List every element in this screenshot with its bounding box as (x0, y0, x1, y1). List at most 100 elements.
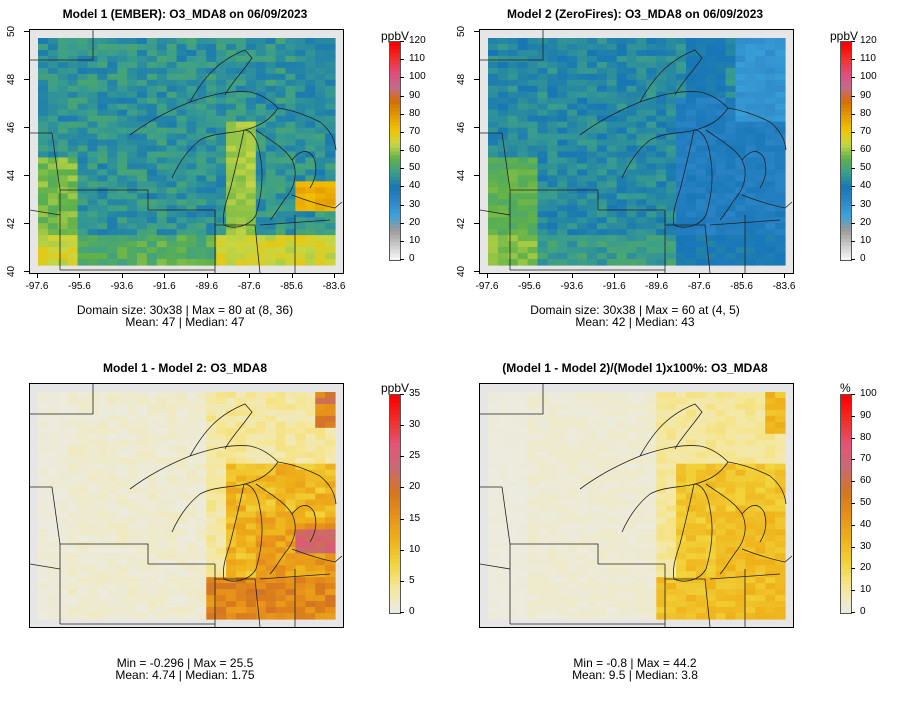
grid-cell (596, 487, 608, 495)
boundary-line (291, 151, 317, 189)
grid-cell (517, 529, 529, 536)
grid-cell (245, 259, 257, 266)
grid-cell (305, 38, 316, 45)
grid-cell (636, 139, 647, 147)
grid-cell (38, 403, 49, 411)
grid-cell (745, 613, 756, 620)
colorbar-swatch (841, 71, 851, 76)
grid-cell (57, 211, 69, 218)
grid-cell (537, 181, 548, 188)
grid-cell (206, 559, 217, 566)
grid-cell (127, 559, 138, 566)
grid-cell (537, 433, 548, 441)
grid-cell (488, 49, 499, 57)
grid-cell (216, 199, 227, 206)
grid-cell (166, 217, 178, 224)
grid-cell (47, 529, 59, 536)
grid-cell (38, 487, 49, 495)
grid-cell (47, 43, 59, 51)
grid-cell (715, 205, 727, 212)
y-tick-label: 42 (456, 217, 467, 229)
grid-cell (216, 217, 227, 224)
grid-cell (745, 115, 756, 123)
grid-cell (196, 517, 207, 525)
grid-cell (517, 463, 529, 471)
grid-cell (656, 493, 667, 501)
grid-cell (755, 427, 766, 435)
grid-cell (156, 55, 168, 63)
grid-cell (656, 583, 667, 590)
grid-cell (636, 421, 647, 429)
grid-cell (245, 535, 257, 542)
grid-cell (695, 67, 707, 75)
grid-cell (127, 49, 138, 57)
grid-cell (315, 553, 326, 560)
grid-cell (137, 199, 148, 206)
grid-cell (577, 157, 588, 165)
grid-cell (587, 121, 598, 129)
grid-cell (686, 79, 697, 87)
grid-cell (137, 109, 148, 117)
grid-cell (577, 529, 588, 536)
grid-cell (606, 565, 618, 572)
grid-cell (216, 607, 227, 614)
grid-cell (775, 493, 786, 501)
grid-cell (547, 397, 558, 405)
grid-cell (715, 589, 727, 596)
grid-cell (666, 523, 677, 530)
grid-cell (646, 211, 657, 218)
grid-cell (695, 517, 707, 525)
x-tick-label: -87.6 (687, 281, 711, 292)
colorbar-swatch (390, 460, 400, 465)
grid-cell (275, 505, 287, 513)
grid-cell (745, 91, 756, 99)
grid-cell (616, 481, 628, 489)
grid-cell (295, 115, 306, 123)
grid-cell (547, 139, 558, 147)
grid-cell (315, 421, 326, 429)
grid-cell (626, 445, 638, 453)
grid-cell (676, 145, 687, 153)
grid-cell (517, 457, 529, 465)
grid-cell (236, 247, 247, 254)
grid-cell (606, 169, 618, 176)
grid-cell (636, 181, 647, 188)
grid-cell (507, 511, 519, 519)
grid-cell (676, 433, 687, 441)
grid-cell (666, 457, 677, 465)
grid-cell (265, 121, 277, 129)
grid-cell (47, 241, 59, 248)
grid-cell (666, 85, 677, 93)
grid-cell (87, 547, 98, 554)
grid-cell (507, 67, 519, 75)
grid-cell (166, 133, 178, 141)
grid-cell (507, 607, 519, 614)
grid-cell (265, 392, 277, 399)
grid-cell (67, 115, 79, 123)
grid-cell (577, 121, 588, 129)
colorbar-swatch (390, 220, 400, 225)
grid-cell (725, 259, 737, 266)
grid-cell (765, 499, 776, 507)
grid-cell (295, 463, 306, 471)
grid-cell (255, 217, 267, 224)
grid-cell (527, 535, 539, 542)
grid-cell (265, 421, 277, 429)
grid-cell (745, 397, 756, 405)
grid-cell (488, 127, 499, 135)
grid-cell (117, 38, 128, 45)
grid-cell (507, 577, 519, 584)
grid-cell (315, 541, 326, 548)
grid-cell (646, 103, 657, 111)
grid-cell (765, 403, 776, 411)
grid-cell (745, 565, 756, 572)
grid-cell (517, 139, 529, 147)
grid-cell (676, 439, 687, 447)
grid-cell (325, 241, 336, 248)
grid-cell (285, 79, 296, 87)
grid-cell (117, 589, 128, 596)
grid-cell (596, 91, 608, 99)
grid-cell (517, 97, 529, 105)
grid-cell (507, 493, 519, 501)
grid-cell (497, 259, 509, 266)
